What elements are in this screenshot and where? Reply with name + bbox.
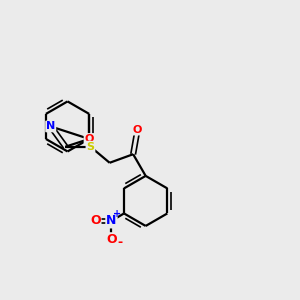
Text: S: S — [86, 142, 94, 152]
Text: O: O — [85, 134, 94, 144]
Text: +: + — [113, 208, 121, 219]
Text: -: - — [117, 236, 122, 249]
Text: O: O — [133, 124, 142, 135]
Text: N: N — [106, 214, 117, 227]
Text: O: O — [106, 233, 117, 246]
Text: O: O — [90, 214, 101, 227]
Text: N: N — [46, 122, 55, 131]
